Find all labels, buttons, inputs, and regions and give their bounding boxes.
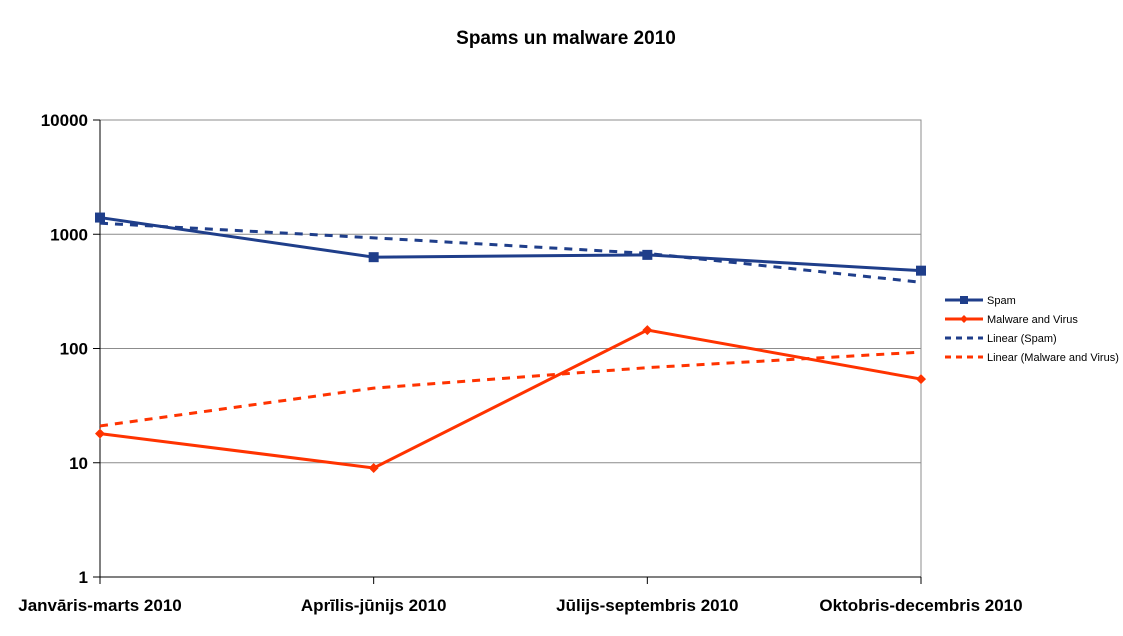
y-tick-label: 1000	[50, 225, 88, 244]
legend-label: Spam	[987, 295, 1016, 307]
x-tick-label: Oktobris-decembris 2010	[819, 596, 1022, 615]
y-tick-label: 100	[60, 340, 88, 359]
data-point	[916, 374, 926, 385]
data-point	[368, 462, 379, 473]
legend-label: Linear (Malware and Virus)	[987, 352, 1119, 364]
grid-lines	[100, 119, 921, 464]
axes: 1 10 100 1000 10000 Janvāris-marts 2010 Aprīli…	[18, 111, 1022, 615]
y-tick-label: 10	[69, 454, 88, 473]
legend: Spam Malware and Virus Linear (Spam) Linear…	[945, 295, 1119, 364]
data-point	[916, 265, 926, 276]
series-line-0	[99, 216, 922, 273]
x-tick-label: Aprīlis-jūnijs 2010	[301, 596, 447, 615]
series-line-1	[99, 328, 922, 470]
trendline-1	[99, 350, 922, 428]
data-point	[368, 252, 379, 263]
legend-label: Linear (Spam)	[987, 333, 1057, 345]
y-tick-label: 10000	[41, 111, 88, 130]
legend-marker	[960, 296, 968, 304]
data-point	[642, 249, 653, 260]
y-tick-label: 1	[79, 568, 88, 587]
trendlines	[99, 221, 922, 428]
data-point	[642, 325, 653, 336]
legend-label: Malware and Virus	[987, 314, 1078, 326]
data-series	[95, 212, 926, 473]
legend-marker	[960, 315, 968, 323]
data-point	[95, 428, 105, 439]
x-tick-label: Janvāris-marts 2010	[18, 596, 182, 615]
x-tick-label: Jūlijs-septembris 2010	[556, 596, 738, 615]
chart-title: Spams un malware 2010	[456, 28, 676, 49]
data-point	[95, 212, 105, 223]
trendline-0	[99, 221, 922, 284]
